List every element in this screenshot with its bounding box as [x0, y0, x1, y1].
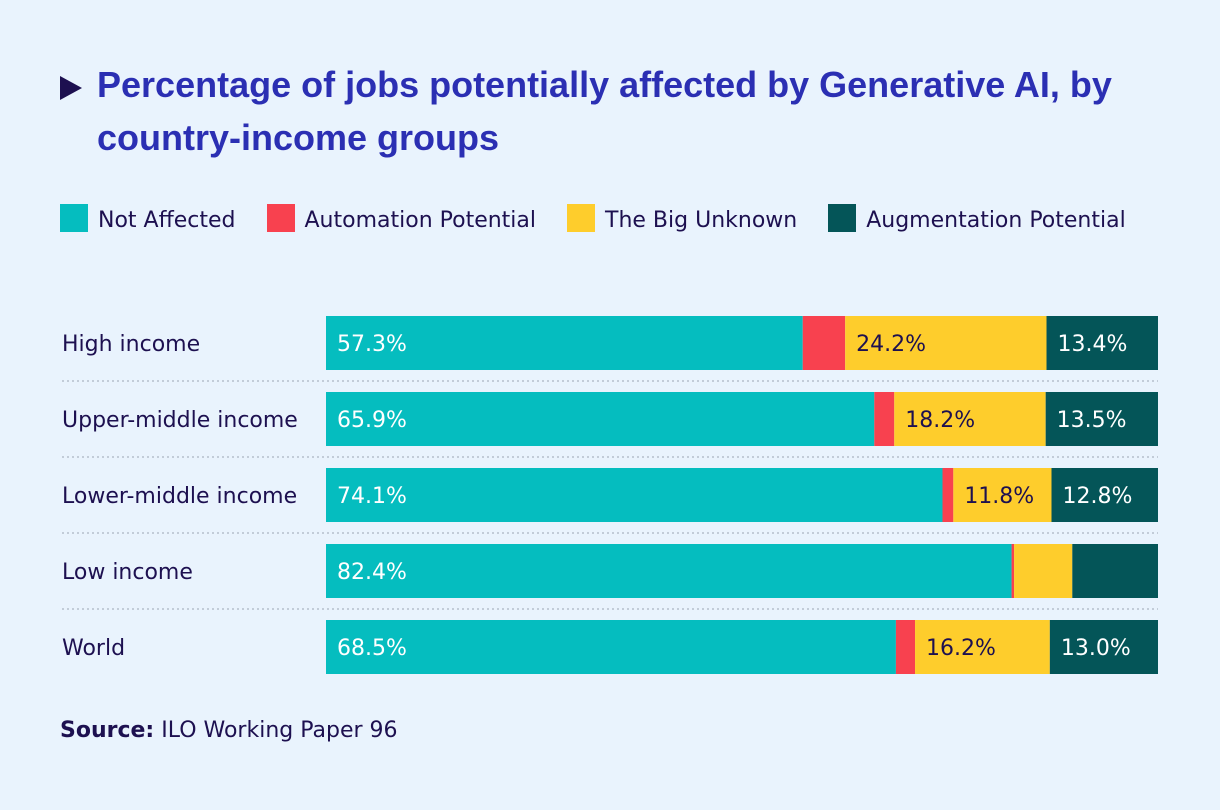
data-label-not-affected-low-income: 82.4%: [337, 560, 407, 585]
bar-augmentation-potential-world: [1049, 620, 1158, 674]
chart-title: Percentage of jobs potentially affected …: [97, 64, 1112, 158]
category-label-upper-middle-income: Upper-middle income: [62, 408, 298, 433]
source-text: ILO Working Paper 96: [161, 718, 398, 743]
category-label-high-income: High income: [62, 332, 200, 357]
data-label-the-big-unknown-world: 16.2%: [926, 636, 996, 661]
data-label-the-big-unknown-upper-middle-income: 18.2%: [905, 408, 975, 433]
bar-augmentation-potential-low-income: [1072, 544, 1158, 598]
bar-automation-potential-world: [895, 620, 916, 674]
legend-item-augmentation-potential: Augmentation Potential: [828, 204, 1126, 233]
data-label-not-affected-high-income: 57.3%: [337, 332, 407, 357]
legend: Not Affected Automation Potential The Bi…: [60, 203, 1170, 239]
legend-item-not-affected: Not Affected: [60, 204, 236, 233]
category-label-low-income: Low income: [62, 560, 193, 585]
data-label-augmentation-potential-lower-middle-income: 12.8%: [1063, 484, 1133, 509]
play-triangle-icon: [60, 76, 82, 100]
bar-augmentation-potential-lower-middle-income: [1051, 468, 1158, 522]
legend-item-big-unknown: The Big Unknown: [567, 204, 798, 233]
bar-not-affected-lower-middle-income: [326, 468, 943, 522]
category-label-world: World: [62, 636, 125, 661]
category-label-lower-middle-income: Lower-middle income: [62, 484, 297, 509]
bar-augmentation-potential-high-income: [1046, 316, 1158, 370]
data-label-not-affected-world: 68.5%: [337, 636, 407, 661]
legend-label-big-unknown: The Big Unknown: [605, 208, 798, 233]
bar-not-affected-low-income: [326, 544, 1012, 598]
bar-automation-potential-low-income: [1011, 544, 1015, 598]
bar-the-big-unknown-high-income: [845, 316, 1047, 370]
legend-label-automation-potential: Automation Potential: [304, 208, 537, 233]
bar-automation-potential-lower-middle-income: [942, 468, 954, 522]
data-label-the-big-unknown-high-income: 24.2%: [856, 332, 926, 357]
legend-swatch-not-affected: [60, 204, 88, 232]
legend-swatch-automation-potential: [266, 204, 295, 232]
data-label-augmentation-potential-world: 13.0%: [1061, 636, 1131, 661]
data-label-the-big-unknown-lower-middle-income: 11.8%: [964, 484, 1034, 509]
bar-not-affected-world: [326, 620, 896, 674]
data-label-augmentation-potential-high-income: 13.4%: [1058, 332, 1128, 357]
data-label-augmentation-potential-upper-middle-income: 13.5%: [1057, 408, 1127, 433]
bar-automation-potential-upper-middle-income: [874, 392, 895, 446]
source-note: Source: ILO Working Paper 96: [60, 715, 398, 747]
source-label: Source:: [60, 718, 155, 743]
bar-automation-potential-high-income: [802, 316, 846, 370]
bar-the-big-unknown-upper-middle-income: [894, 392, 1046, 446]
bar-the-big-unknown-low-income: [1014, 544, 1073, 598]
data-label-not-affected-lower-middle-income: 74.1%: [337, 484, 407, 509]
bar-not-affected-upper-middle-income: [326, 392, 875, 446]
bar-not-affected-high-income: [326, 316, 803, 370]
legend-swatch-augmentation-potential: [828, 204, 857, 232]
stacked-bar-chart: High income 57.3% 24.2% 13.4% Upper-middle i…: [62, 316, 1158, 674]
legend-swatch-big-unknown: [567, 204, 596, 232]
legend-item-automation-potential: Automation Potential: [266, 204, 537, 233]
title-block: Percentage of jobs potentially affected …: [60, 58, 1180, 164]
data-label-not-affected-upper-middle-income: 65.9%: [337, 408, 407, 433]
bar-the-big-unknown-lower-middle-income: [953, 468, 1052, 522]
bar-augmentation-potential-upper-middle-income: [1045, 392, 1158, 446]
legend-label-augmentation-potential: Augmentation Potential: [866, 208, 1126, 233]
bar-the-big-unknown-world: [915, 620, 1050, 674]
legend-label-not-affected: Not Affected: [98, 208, 236, 233]
